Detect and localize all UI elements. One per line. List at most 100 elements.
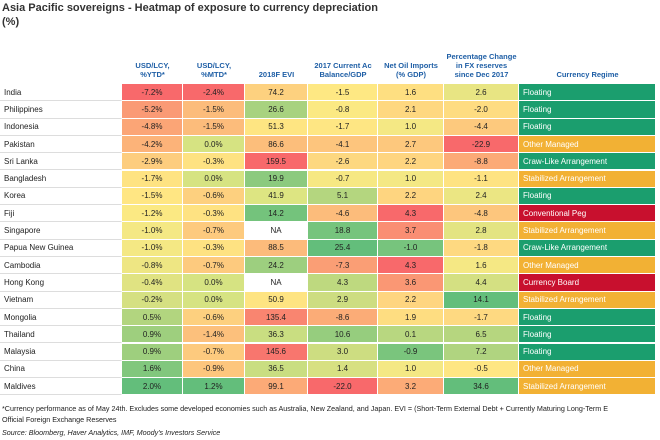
- heat-cell: 50.9: [245, 291, 308, 309]
- heat-cell: 159.5: [245, 153, 308, 171]
- heat-cell: 34.6: [444, 378, 519, 396]
- country: China: [0, 360, 122, 379]
- heat-cell: -0.8%: [122, 257, 183, 275]
- country: Maldives: [0, 378, 122, 396]
- country: Malaysia: [0, 343, 122, 361]
- heat-cell: -0.7: [308, 170, 378, 188]
- heat-cell: -0.2%: [122, 291, 183, 309]
- heat-cell: 1.6%: [122, 360, 183, 379]
- heat-cell: 5.1: [308, 187, 378, 206]
- heat-cell: -1.7: [444, 308, 519, 327]
- subtitle: (%): [2, 16, 20, 28]
- heat-cell: 14.2: [245, 205, 308, 223]
- regime: Conventional Peg: [519, 205, 656, 223]
- heat-cell: 19.9: [245, 170, 308, 188]
- heat-cell: 2.8: [444, 222, 519, 240]
- footnote: Official Foreign Exchange Reserves: [2, 415, 117, 424]
- heat-cell: 3.0: [308, 343, 378, 361]
- heat-cell: -0.3%: [183, 205, 245, 223]
- heat-cell: 26.6: [245, 101, 308, 119]
- column-header: USD/LCY, %YTD*: [135, 61, 170, 79]
- heat-cell: -1.2%: [122, 205, 183, 223]
- heat-cell: 14.1: [444, 291, 519, 309]
- heat-cell: 74.2: [245, 84, 308, 102]
- column-header: Currency Regime: [556, 70, 619, 79]
- country: Pakistan: [0, 135, 122, 154]
- heat-cell: -2.0: [444, 101, 519, 119]
- heat-cell: -0.6%: [183, 308, 245, 327]
- heat-cell: 2.0%: [122, 378, 183, 396]
- country: Mongolia: [0, 308, 122, 327]
- heat-cell: -22.9: [444, 135, 519, 154]
- heat-cell: 1.6: [444, 257, 519, 275]
- source: Source: Bloomberg, Haver Analytics, IMF,…: [2, 428, 221, 437]
- country: Korea: [0, 187, 122, 206]
- heat-cell: 1.4: [308, 360, 378, 379]
- column-header: 2017 Current Ac Balance/GDP: [314, 61, 372, 79]
- heat-cell: 0.0%: [183, 170, 245, 188]
- country: Hong Kong: [0, 274, 122, 292]
- heat-cell: 2.2: [378, 291, 444, 309]
- country: Fiji: [0, 205, 122, 223]
- heat-cell: -2.4%: [183, 84, 245, 102]
- heat-cell: -1.5: [308, 84, 378, 102]
- heat-cell: -1.7%: [122, 170, 183, 188]
- heat-cell: 0.5%: [122, 308, 183, 327]
- heat-cell: -0.7%: [183, 257, 245, 275]
- heat-cell: 3.6: [378, 274, 444, 292]
- heat-cell: 41.9: [245, 187, 308, 206]
- heat-cell: 1.0: [378, 118, 444, 136]
- regime: Floating: [519, 326, 656, 344]
- heat-cell: -0.5: [444, 360, 519, 379]
- heat-cell: -1.7: [308, 118, 378, 136]
- column-header: 2018F EVI: [258, 70, 295, 79]
- heat-cell: -4.8%: [122, 118, 183, 136]
- country: Vietnam: [0, 291, 122, 309]
- country: India: [0, 84, 122, 102]
- regime: Other Managed: [519, 135, 656, 154]
- heat-cell: 7.2: [444, 343, 519, 361]
- heat-cell: 4.4: [444, 274, 519, 292]
- heat-cell: -0.4%: [122, 274, 183, 292]
- country: Singapore: [0, 222, 122, 240]
- regime: Floating: [519, 187, 656, 206]
- heat-cell: 0.0%: [183, 135, 245, 154]
- heat-cell: 2.7: [378, 135, 444, 154]
- regime: Stabilized Arrangement: [519, 170, 656, 188]
- heat-cell: -0.6%: [183, 187, 245, 206]
- heat-cell: 51.3: [245, 118, 308, 136]
- regime: Other Managed: [519, 257, 656, 275]
- heat-cell: 1.0: [378, 360, 444, 379]
- heat-cell: 2.9: [308, 291, 378, 309]
- heat-cell: 0.9%: [122, 326, 183, 344]
- heat-cell: 0.9%: [122, 343, 183, 361]
- footnote: *Currency performance as of May 24th. Ex…: [2, 404, 609, 413]
- regime: Craw-Like Arrangement: [519, 153, 656, 171]
- heat-cell: 2.1: [378, 101, 444, 119]
- regime: Stabilized Arrangement: [519, 378, 656, 396]
- regime: Floating: [519, 118, 656, 136]
- column-header: Percentage Change in FX reserves since D…: [446, 52, 517, 79]
- heat-cell: NA: [245, 222, 308, 240]
- heat-cell: 2.6: [444, 84, 519, 102]
- regime: Floating: [519, 84, 656, 102]
- regime: Stabilized Arrangement: [519, 222, 656, 240]
- country: Indonesia: [0, 118, 122, 136]
- heat-cell: -0.9: [378, 343, 444, 361]
- heat-cell: 145.6: [245, 343, 308, 361]
- heat-cell: 2.2: [378, 187, 444, 206]
- heat-cell: -1.5%: [122, 187, 183, 206]
- heat-cell: 86.6: [245, 135, 308, 154]
- heat-cell: 4.3: [378, 257, 444, 275]
- heat-cell: 0.0%: [183, 274, 245, 292]
- regime: Floating: [519, 343, 656, 361]
- heat-cell: -1.0%: [122, 222, 183, 240]
- regime: Floating: [519, 308, 656, 327]
- heat-cell: -1.4%: [183, 326, 245, 344]
- heat-cell: -0.8: [308, 101, 378, 119]
- title: Asia Pacific sovereigns - Heatmap of exp…: [2, 2, 378, 14]
- heat-cell: 99.1: [245, 378, 308, 396]
- regime: Floating: [519, 101, 656, 119]
- heat-cell: 10.6: [308, 326, 378, 344]
